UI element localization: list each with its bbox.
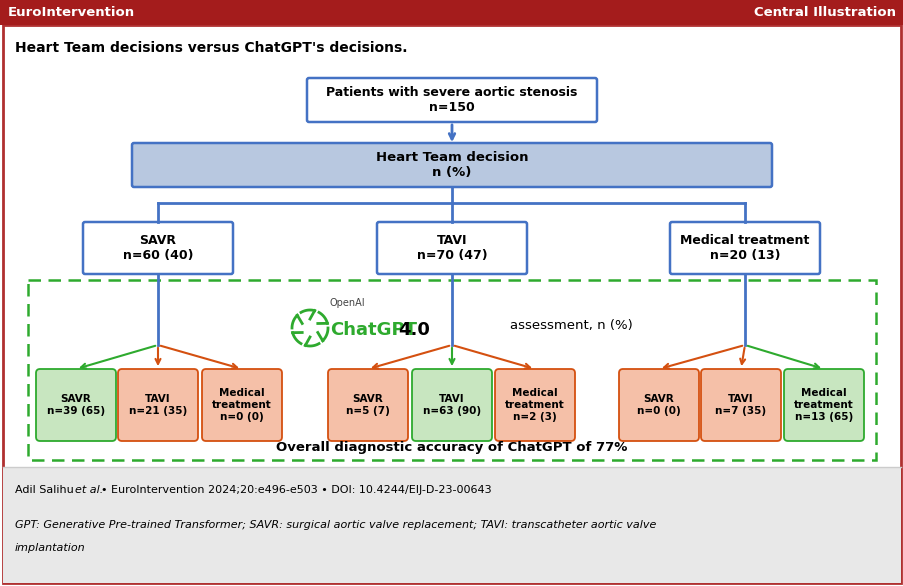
Text: Medical
treatment
n=2 (3): Medical treatment n=2 (3) <box>505 388 564 422</box>
Text: Medical
treatment
n=13 (65): Medical treatment n=13 (65) <box>793 388 853 422</box>
FancyBboxPatch shape <box>700 369 780 441</box>
Text: Patients with severe aortic stenosis
n=150: Patients with severe aortic stenosis n=1… <box>326 86 577 114</box>
FancyBboxPatch shape <box>495 369 574 441</box>
Text: assessment, n (%): assessment, n (%) <box>509 319 632 332</box>
FancyBboxPatch shape <box>36 369 116 441</box>
FancyBboxPatch shape <box>412 369 491 441</box>
Text: TAVI
n=7 (35): TAVI n=7 (35) <box>714 394 766 416</box>
FancyBboxPatch shape <box>669 222 819 274</box>
Text: TAVI
n=21 (35): TAVI n=21 (35) <box>129 394 187 416</box>
Text: implantation: implantation <box>15 543 86 553</box>
FancyBboxPatch shape <box>783 369 863 441</box>
Text: ChatGPT: ChatGPT <box>330 321 416 339</box>
Text: • EuroIntervention 2024;20:e496-e503 • DOI: 10.4244/EIJ-D-23-00643: • EuroIntervention 2024;20:e496-e503 • D… <box>101 485 491 495</box>
Bar <box>0 0 903 25</box>
FancyBboxPatch shape <box>201 369 282 441</box>
Text: Overall diagnostic accuracy of ChatGPT of 77%: Overall diagnostic accuracy of ChatGPT o… <box>276 441 627 454</box>
FancyBboxPatch shape <box>619 369 698 441</box>
Text: Heart Team decisions versus ChatGPT's decisions.: Heart Team decisions versus ChatGPT's de… <box>15 41 407 55</box>
Text: Medical treatment
n=20 (13): Medical treatment n=20 (13) <box>680 234 809 263</box>
FancyBboxPatch shape <box>118 369 198 441</box>
Text: OpenAI: OpenAI <box>330 298 365 308</box>
Bar <box>3 467 900 583</box>
Text: SAVR
n=60 (40): SAVR n=60 (40) <box>123 234 193 263</box>
Text: 4.0: 4.0 <box>397 321 430 339</box>
FancyBboxPatch shape <box>377 222 526 274</box>
Text: Heart Team decision
n (%): Heart Team decision n (%) <box>376 151 527 179</box>
Text: EuroIntervention: EuroIntervention <box>8 6 135 19</box>
Text: SAVR
n=5 (7): SAVR n=5 (7) <box>346 394 389 416</box>
FancyBboxPatch shape <box>83 222 233 274</box>
FancyBboxPatch shape <box>132 143 771 187</box>
Text: TAVI
n=70 (47): TAVI n=70 (47) <box>416 234 487 263</box>
Text: GPT: Generative Pre-trained Transformer; SAVR: surgical aortic valve replacement: GPT: Generative Pre-trained Transformer;… <box>15 520 656 530</box>
Text: SAVR
n=39 (65): SAVR n=39 (65) <box>47 394 105 416</box>
Text: et al.: et al. <box>75 485 103 495</box>
FancyBboxPatch shape <box>307 78 596 122</box>
Text: Central Illustration: Central Illustration <box>753 6 895 19</box>
Text: Medical
treatment
n=0 (0): Medical treatment n=0 (0) <box>212 388 272 422</box>
Text: Adil Salihu: Adil Salihu <box>15 485 77 495</box>
Text: TAVI
n=63 (90): TAVI n=63 (90) <box>423 394 480 416</box>
Text: SAVR
n=0 (0): SAVR n=0 (0) <box>637 394 680 416</box>
FancyBboxPatch shape <box>328 369 407 441</box>
